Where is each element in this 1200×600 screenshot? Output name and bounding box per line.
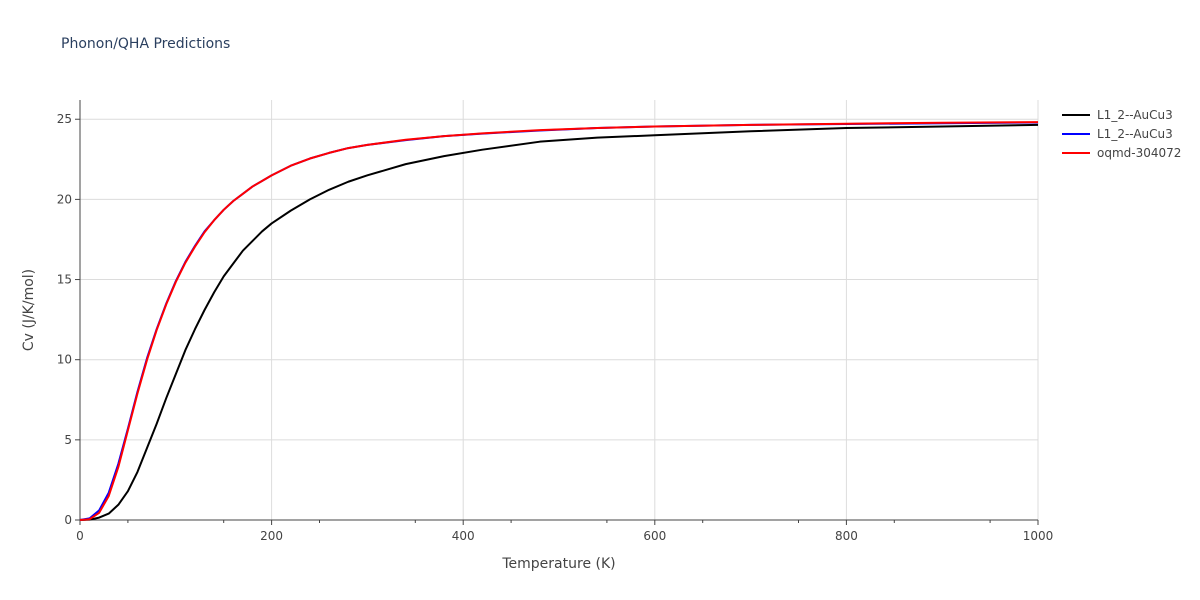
y-tick-label: 0 [64,513,72,527]
series-line-3 [79,121,1039,521]
tick-labels: 0 200 400 600 800 1000 0 5 10 15 20 25 [57,112,1054,543]
series-line-1 [79,123,1039,521]
x-tick-label: 200 [260,529,283,543]
series-lines [79,121,1039,521]
y-axis-label: Cv (J/K/mol) [21,269,37,351]
legend-label-2: L1_2--AuCu3 [1097,127,1173,141]
y-tick-label: 15 [57,273,72,287]
legend-label-3: oqmd-304072 [1097,146,1181,160]
legend: L1_2--AuCu3 L1_2--AuCu3 oqmd-304072 [1062,108,1181,160]
x-tick-label: 800 [835,529,858,543]
axes [75,100,1039,525]
chart-title: Phonon/QHA Predictions [61,36,231,52]
x-tick-label: 1000 [1023,529,1054,543]
x-tick-label: 400 [452,529,475,543]
y-tick-label: 20 [57,192,72,206]
y-tick-label: 25 [57,112,72,126]
x-axis-label: Temperature (K) [501,556,615,572]
legend-label-1: L1_2--AuCu3 [1097,108,1173,122]
y-tick-label: 5 [64,433,72,447]
x-tick-label: 600 [643,529,666,543]
y-tick-label: 10 [57,353,72,367]
series-line-2 [79,121,1039,521]
x-tick-label: 0 [76,529,84,543]
grid-lines [80,100,1039,520]
